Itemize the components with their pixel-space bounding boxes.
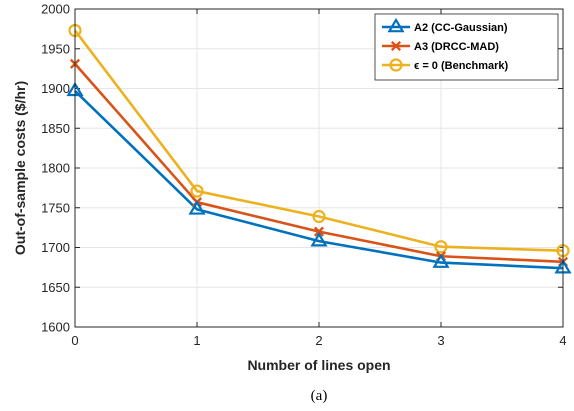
- figure-caption: (a): [311, 388, 328, 404]
- y-tick-label: 1900: [41, 81, 70, 96]
- legend-marker-0: [387, 17, 405, 33]
- y-tick-label: 1850: [41, 121, 70, 136]
- data-point-0-1: [188, 200, 206, 215]
- data-point-2-2: [312, 209, 326, 224]
- y-tick-label: 1700: [41, 240, 70, 255]
- legend: A2 (CC-Gaussian) A3 (DRCC-MAD) ϵ = 0 (Benc…: [374, 13, 559, 81]
- x-tick-label: 1: [193, 333, 200, 348]
- x-axis-label: Number of lines open: [247, 357, 390, 373]
- legend-label-0: A2 (CC-Gaussian): [414, 22, 508, 34]
- series-line-2: [73, 29, 564, 252]
- data-point-1-2: [313, 226, 325, 237]
- data-point-0-3: [432, 253, 450, 268]
- legend-label-2: ϵ = 0 (Benchmark): [414, 60, 509, 72]
- legend-label-1: A3 (DRCC-MAD): [414, 41, 499, 53]
- y-tick-label: 1800: [41, 161, 70, 176]
- legend-marker-1: [390, 40, 402, 52]
- series-line-0: [74, 89, 564, 270]
- y-tick-labels: 1600 1650 1700 1750 1800 1850 1900 1950 2000: [41, 2, 70, 335]
- legend-marker-2: [389, 58, 403, 72]
- y-axis-label: Out-of-sample costs ($/hr): [12, 81, 28, 255]
- x-tick-label: 3: [437, 333, 444, 348]
- x-tick-label: 2: [315, 333, 322, 348]
- data-point-2-3: [434, 240, 448, 254]
- plot-frame: [74, 8, 564, 328]
- y-tick-label: 2000: [41, 2, 70, 17]
- y-tick-label: 1750: [41, 200, 70, 215]
- x-tick-label: 4: [559, 333, 566, 348]
- data-point-0-2: [310, 231, 328, 247]
- x-tick-labels: 0 1 2 3 4: [71, 333, 566, 348]
- x-tick-label: 0: [71, 333, 78, 348]
- data-point-2-1: [190, 184, 204, 198]
- y-tick-label: 1950: [41, 41, 70, 56]
- y-tick-label: 1600: [41, 320, 70, 335]
- y-tick-label: 1650: [41, 280, 70, 295]
